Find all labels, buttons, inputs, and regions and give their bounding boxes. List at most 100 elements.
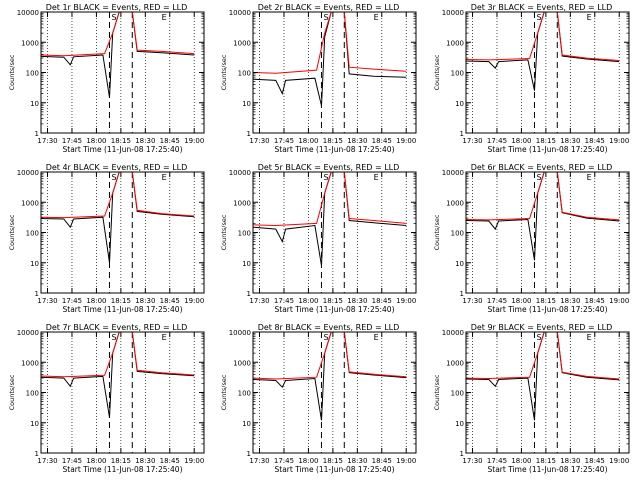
y-axis-label: Counts/sec	[433, 54, 441, 90]
y-tick-label: 1000	[446, 39, 464, 47]
marker-label-start: S	[111, 173, 116, 182]
x-tick-label: 19:00	[396, 297, 416, 305]
x-axis-label: Start Time (11-Jun-08 17:25:40)	[488, 465, 608, 474]
y-tick-label: 100	[26, 390, 39, 398]
y-tick-label: 1000	[233, 39, 251, 47]
y-tick-label: 1000	[233, 359, 251, 367]
x-tick-label: 17:45	[487, 457, 507, 465]
x-tick-label: 18:45	[372, 297, 392, 305]
plot-frame	[40, 11, 205, 134]
plot-frame	[465, 331, 630, 454]
y-tick-label: 10	[455, 420, 464, 428]
x-tick-label: 17:30	[462, 457, 482, 465]
series-lld-line	[252, 11, 407, 74]
marker-label-start: S	[111, 13, 116, 22]
x-tick-label: 19:00	[609, 297, 629, 305]
x-tick-label: 18:15	[323, 457, 343, 465]
y-tick-label: 100	[238, 390, 251, 398]
y-tick-label: 1000	[21, 359, 39, 367]
x-tick-label: 18:00	[298, 457, 318, 465]
y-axis-label: Counts/sec	[433, 214, 441, 250]
x-tick-label: 18:30	[135, 137, 155, 145]
marker-label-start: S	[111, 333, 116, 342]
x-tick-label: 18:45	[372, 137, 392, 145]
y-tick-label: 10000	[17, 329, 39, 337]
marker-label-end: E	[162, 173, 167, 182]
series-lld-line	[252, 171, 407, 227]
series-lld-line	[465, 171, 620, 221]
series-lld-line	[40, 11, 195, 57]
y-tick-label: 100	[26, 70, 39, 78]
x-tick-label: 18:30	[560, 457, 580, 465]
x-tick-label: 18:00	[86, 137, 106, 145]
y-tick-label: 10	[30, 420, 39, 428]
y-tick-label: 100	[451, 390, 464, 398]
x-tick-label: 18:45	[585, 137, 605, 145]
x-tick-label: 18:15	[111, 137, 131, 145]
x-tick-label: 18:30	[347, 137, 367, 145]
marker-label-start: S	[323, 333, 328, 342]
series-lld-line	[40, 331, 195, 378]
y-tick-label: 10000	[17, 169, 39, 177]
y-tick-label: 1	[247, 450, 251, 458]
x-tick-label: 19:00	[184, 457, 204, 465]
y-tick-label: 1000	[21, 39, 39, 47]
series-events-line	[40, 11, 195, 98]
x-tick-label: 19:00	[396, 457, 416, 465]
x-tick-label: 18:45	[160, 137, 180, 145]
x-tick-label: 17:45	[62, 137, 82, 145]
marker-label-end: E	[162, 13, 167, 22]
panel-title: Det 7r BLACK = Events, RED = LLD	[46, 323, 188, 332]
y-tick-label: 10000	[442, 169, 464, 177]
marker-label-end: E	[374, 333, 379, 342]
series-events-line	[252, 11, 407, 106]
x-tick-label: 18:00	[511, 457, 531, 465]
x-tick-label: 17:30	[462, 137, 482, 145]
y-tick-label: 1	[35, 450, 39, 458]
x-tick-label: 18:15	[536, 297, 556, 305]
x-tick-label: 19:00	[184, 137, 204, 145]
x-tick-label: 19:00	[609, 457, 629, 465]
y-tick-label: 10000	[442, 329, 464, 337]
x-tick-label: 18:45	[160, 457, 180, 465]
y-tick-label: 100	[238, 70, 251, 78]
y-axis-label: Counts/sec	[8, 54, 16, 90]
y-tick-label: 100	[451, 230, 464, 238]
series-events-line	[465, 171, 620, 261]
y-tick-label: 10000	[229, 9, 251, 17]
series-lld-line	[252, 331, 407, 380]
panel-title: Det 4r BLACK = Events, RED = LLD	[46, 163, 188, 172]
x-tick-label: 18:15	[111, 297, 131, 305]
y-tick-label: 1	[35, 130, 39, 138]
x-tick-label: 17:30	[37, 297, 57, 305]
marker-label-end: E	[374, 13, 379, 22]
plot-frame	[465, 171, 630, 294]
series-events-line	[252, 331, 407, 421]
series-lld-line	[465, 11, 620, 61]
y-axis-label: Counts/sec	[8, 374, 16, 410]
y-axis-label: Counts/sec	[220, 214, 228, 250]
panel-title: Det 3r BLACK = Events, RED = LLD	[471, 3, 613, 12]
marker-label-end: E	[587, 173, 592, 182]
marker-label-end: E	[374, 173, 379, 182]
y-tick-label: 100	[451, 70, 464, 78]
series-events-line	[40, 171, 195, 263]
x-tick-label: 18:30	[347, 297, 367, 305]
series-events-line	[252, 171, 407, 266]
y-tick-label: 10	[455, 100, 464, 108]
x-tick-label: 18:30	[135, 457, 155, 465]
series-events-line	[40, 331, 195, 418]
marker-label-end: E	[162, 333, 167, 342]
x-axis-label: Start Time (11-Jun-08 17:25:40)	[275, 145, 395, 154]
x-tick-label: 18:00	[511, 137, 531, 145]
y-tick-label: 1000	[233, 199, 251, 207]
y-tick-label: 10	[242, 420, 251, 428]
y-tick-label: 1	[460, 290, 464, 298]
x-axis-label: Start Time (11-Jun-08 17:25:40)	[488, 145, 608, 154]
plot-frame	[252, 11, 417, 134]
